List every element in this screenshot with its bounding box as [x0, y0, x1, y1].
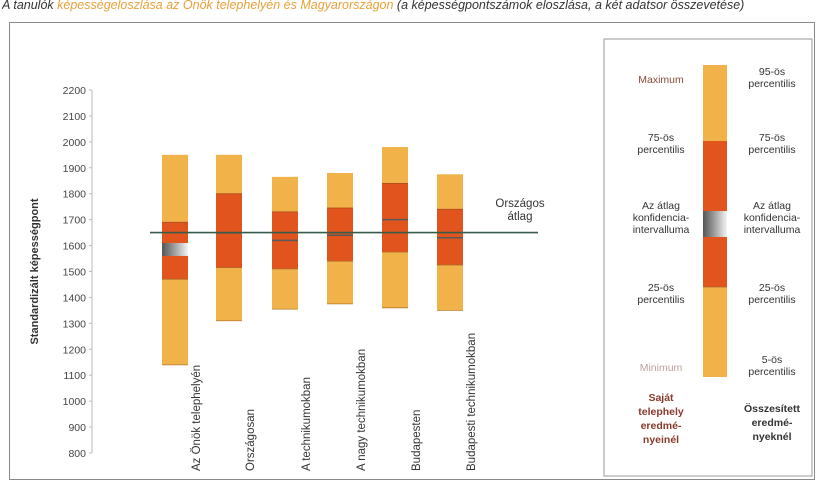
- box-confidence-interval: [162, 242, 188, 256]
- legend-right-label: 5-ös: [762, 354, 782, 366]
- box-confidence-interval: [437, 237, 463, 239]
- legend-right-footer: nyeknél: [752, 431, 791, 443]
- box-lower-whisker: [382, 252, 408, 308]
- y-tick-label: 1500: [63, 267, 87, 279]
- box-3: [272, 176, 298, 310]
- legend-left-label: Az átlag: [642, 200, 680, 212]
- box-4: [327, 172, 353, 305]
- national-average-label: átlag: [508, 211, 533, 223]
- box-5: [382, 147, 408, 309]
- category-label: A nagy technikumokban: [356, 349, 368, 471]
- legend-left-footer: Saját: [648, 392, 674, 404]
- category-label: Budapesti technikumokban: [466, 333, 478, 471]
- y-tick-label: 1400: [63, 292, 87, 304]
- legend-right-label: intervalluma: [744, 224, 801, 236]
- y-tick-label: 1300: [63, 318, 87, 330]
- y-tick-label: 1900: [63, 163, 87, 175]
- legend-left-label: 75-ös: [648, 132, 674, 144]
- box-upper-whisker: [272, 176, 298, 212]
- legend-right-label: konfidencia-: [744, 212, 801, 224]
- y-tick-label: 1700: [63, 215, 87, 227]
- box-6: [437, 174, 463, 311]
- box-upper-whisker: [162, 154, 188, 223]
- legend-left-label: percentilis: [637, 294, 684, 306]
- box-lower-whisker: [437, 265, 463, 311]
- box-2: [216, 154, 242, 322]
- y-tick-label: 2200: [63, 85, 87, 97]
- category-label: Országosan: [245, 409, 257, 471]
- legend-right-footer: Összesített: [744, 402, 801, 415]
- legend-right-label: percentilis: [748, 366, 795, 378]
- legend-left-label: konfidencia-: [633, 212, 690, 224]
- legend-left-footer: nyeinél: [643, 434, 679, 446]
- legend-right-label: 95-ös: [759, 66, 785, 78]
- y-tick-label: 1100: [63, 370, 86, 382]
- legend-right-label: 25-ös: [759, 282, 785, 294]
- legend-left-label: intervalluma: [633, 224, 690, 236]
- chart-svg: 800 900 1000 1100 1200 1300 1400 1500 1600 1700 18…: [29, 38, 813, 477]
- category-label: A technikumokban: [301, 377, 313, 471]
- legend-right-label: percentilis: [748, 144, 795, 156]
- box-lower-whisker: [162, 279, 188, 365]
- y-tick-label: 1200: [63, 344, 87, 356]
- legend-right-label: 75-ös: [759, 132, 785, 144]
- national-average-label: Országos: [495, 198, 544, 210]
- legend-left-footer: telephely: [638, 406, 684, 418]
- legend-right-label: Az átlag: [753, 200, 791, 212]
- legend-right-label: percentilis: [748, 294, 795, 306]
- box-upper-whisker: [437, 174, 463, 210]
- legend-left-label: Minimum: [640, 362, 683, 374]
- y-tick-label: 1600: [63, 241, 87, 253]
- caption-highlight: képességeloszlása az Önök telephelyén és…: [57, 0, 394, 12]
- legend-right-label: percentilis: [748, 78, 795, 90]
- box-lower-whisker: [272, 268, 298, 310]
- legend-left-label: Maximum: [638, 74, 684, 86]
- box-upper-whisker: [382, 147, 408, 184]
- box-interquartile: [216, 193, 242, 268]
- box-interquartile: [382, 183, 408, 253]
- caption-prefix: A tanulók: [2, 0, 58, 12]
- y-axis-title: Standardizált képességpont: [29, 198, 41, 344]
- legend-left-label: 25-ös: [648, 282, 674, 294]
- box-upper-whisker: [216, 154, 242, 194]
- legend-left-label: percentilis: [637, 144, 684, 156]
- box-confidence-interval: [272, 239, 298, 242]
- plot-area: 800 900 1000 1100 1200 1300 1400 1500 1600 1700 18…: [29, 85, 545, 471]
- box-lower-whisker: [327, 261, 353, 304]
- legend-right-footer: eredmé-: [752, 417, 793, 429]
- caption-rest: (a képességpontszámok eloszlása, a két a…: [393, 0, 745, 12]
- y-tick-label: 2100: [63, 111, 87, 123]
- y-tick-label: 900: [68, 422, 86, 434]
- box-confidence-interval: [382, 218, 408, 221]
- legend-box-ci: [703, 211, 727, 237]
- y-tick-label: 800: [68, 448, 86, 460]
- box-upper-whisker: [327, 172, 353, 208]
- category-label: Az Önök telephelyén: [191, 365, 203, 471]
- chart-frame: 800 900 1000 1100 1200 1300 1400 1500 1600 1700 18…: [9, 22, 815, 480]
- page-caption: A tanulók képességeloszlása az Önök tele…: [2, 0, 821, 16]
- box-lower-whisker: [216, 267, 242, 321]
- y-tick-label: 1800: [63, 189, 87, 201]
- legend-left-footer: eredmé-: [641, 420, 682, 432]
- y-tick-label: 2000: [63, 137, 87, 149]
- y-tick-label: 1000: [63, 396, 87, 408]
- box-1: [162, 154, 188, 366]
- category-label: Budapesten: [411, 410, 423, 471]
- box-confidence-interval: [327, 234, 353, 236]
